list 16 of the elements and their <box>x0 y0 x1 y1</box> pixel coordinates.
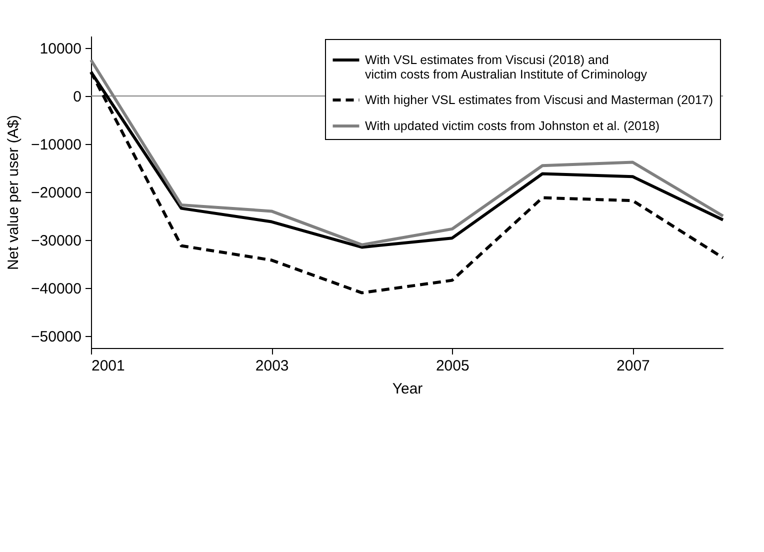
x-tick-label: 2007 <box>616 358 650 374</box>
legend-label: With higher VSL estimates from Viscusi and Masterman (2017) <box>365 93 714 107</box>
legend-label: With VSL estimates from Viscusi (2018) and victim costs from Australian Institute of Criminology <box>365 53 648 82</box>
y-tick-label: −20000 <box>31 184 82 202</box>
y-tick-label: −40000 <box>31 280 82 298</box>
y-tick-label: 0 <box>73 88 82 106</box>
x-tick-label: 2003 <box>255 358 289 374</box>
y-tick-label: 10000 <box>40 40 82 58</box>
y-tick-label: −10000 <box>31 136 82 154</box>
x-axis-title: Year <box>392 380 423 398</box>
y-tick-label: −30000 <box>31 232 82 250</box>
x-tick-label: 2001 <box>92 358 125 374</box>
legend-label: With updated victim costs from Johnston et al. (2018) <box>365 119 660 133</box>
y-axis-title: Net value per user (A$) <box>5 114 22 270</box>
x-tick-label: 2005 <box>436 358 470 374</box>
y-tick-label: −50000 <box>31 328 82 346</box>
